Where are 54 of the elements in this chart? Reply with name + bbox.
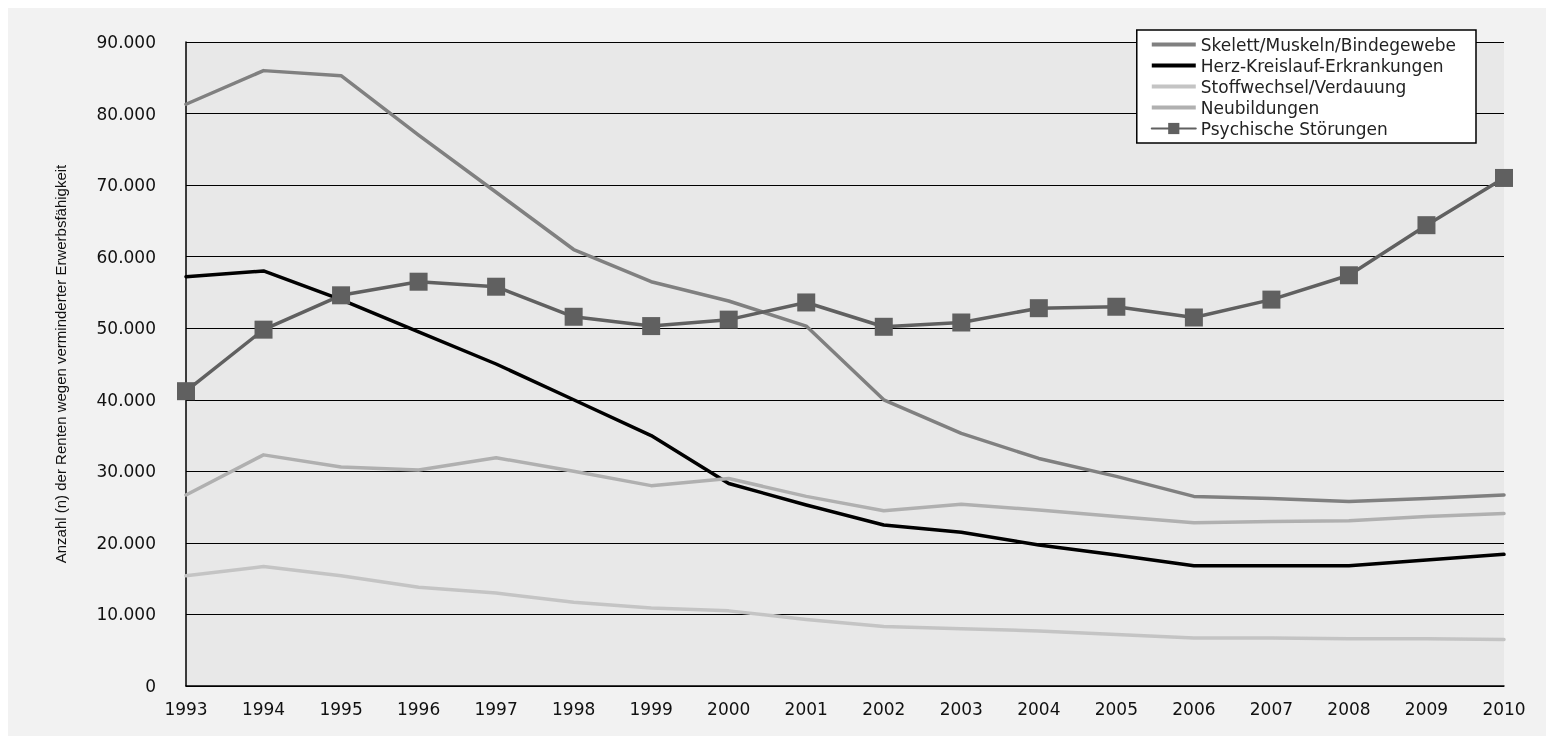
legend-label: Psychische Störungen [1200, 118, 1388, 139]
x-tick-label: 1996 [396, 698, 441, 719]
x-tick-label: 1994 [241, 698, 286, 719]
point [254, 320, 273, 339]
x-tick-label: 2009 [1404, 698, 1449, 719]
y-tick-label: 80.000 [96, 103, 156, 124]
point [952, 313, 971, 332]
line-series [184, 453, 1506, 525]
point [1417, 216, 1436, 235]
point [1495, 168, 1513, 187]
point [874, 317, 893, 336]
line-series [184, 564, 1506, 642]
x-tick-label: 2010 [1482, 698, 1526, 719]
point [1029, 299, 1048, 318]
legend-label: Stoffwechsel/Verdauung [1200, 76, 1407, 97]
x-tick-label: 2006 [1172, 698, 1216, 719]
point [1107, 297, 1126, 316]
point [1262, 290, 1281, 309]
legend-label: Neubildungen [1200, 97, 1320, 118]
x-tick-label: 2000 [707, 698, 751, 719]
x-tick-label: 1998 [552, 698, 596, 719]
point [1339, 266, 1358, 285]
point [409, 272, 428, 291]
point [564, 307, 583, 326]
x-tick-label: 1995 [319, 698, 363, 719]
point [642, 317, 661, 336]
legend-label: Skelett/Muskeln/Bindegewebe [1200, 34, 1457, 55]
y-tick-label: 70.000 [96, 175, 156, 196]
x-tick-label: 2004 [1017, 698, 1061, 719]
x-tick-label: 2003 [939, 698, 983, 719]
point [719, 310, 738, 329]
point [332, 286, 351, 305]
x-tick-label: 2001 [784, 698, 828, 719]
y-tick-label: 40.000 [96, 389, 156, 410]
point [1184, 308, 1203, 327]
y-tick-label: 10.000 [96, 604, 156, 625]
y-tick-label: 60.000 [96, 246, 156, 267]
legend-label: Herz-Kreislauf-Erkrankungen [1200, 55, 1444, 76]
y-tick-label: 90.000 [96, 32, 156, 52]
x-tick-label: 2008 [1327, 698, 1371, 719]
x-tick-label: 2007 [1249, 698, 1294, 719]
point [177, 382, 195, 401]
y-axis-title: Anzahl (n) der Renten wegen verminderter Erwerbsfähigkeit [52, 163, 69, 564]
y-tick-label: 30.000 [96, 461, 156, 482]
y-tick-label: 0 [145, 676, 156, 696]
x-tick-label: 1993 [164, 698, 208, 719]
y-tick-label: 20.000 [96, 532, 156, 553]
point [487, 277, 506, 296]
x-tick-label: 2002 [862, 698, 906, 719]
x-tick-label: 1999 [629, 698, 673, 719]
point [797, 293, 816, 312]
x-tick-label: 1997 [474, 698, 518, 719]
x-tick-label: 2005 [1094, 698, 1138, 719]
y-tick-label: 50.000 [96, 318, 156, 339]
